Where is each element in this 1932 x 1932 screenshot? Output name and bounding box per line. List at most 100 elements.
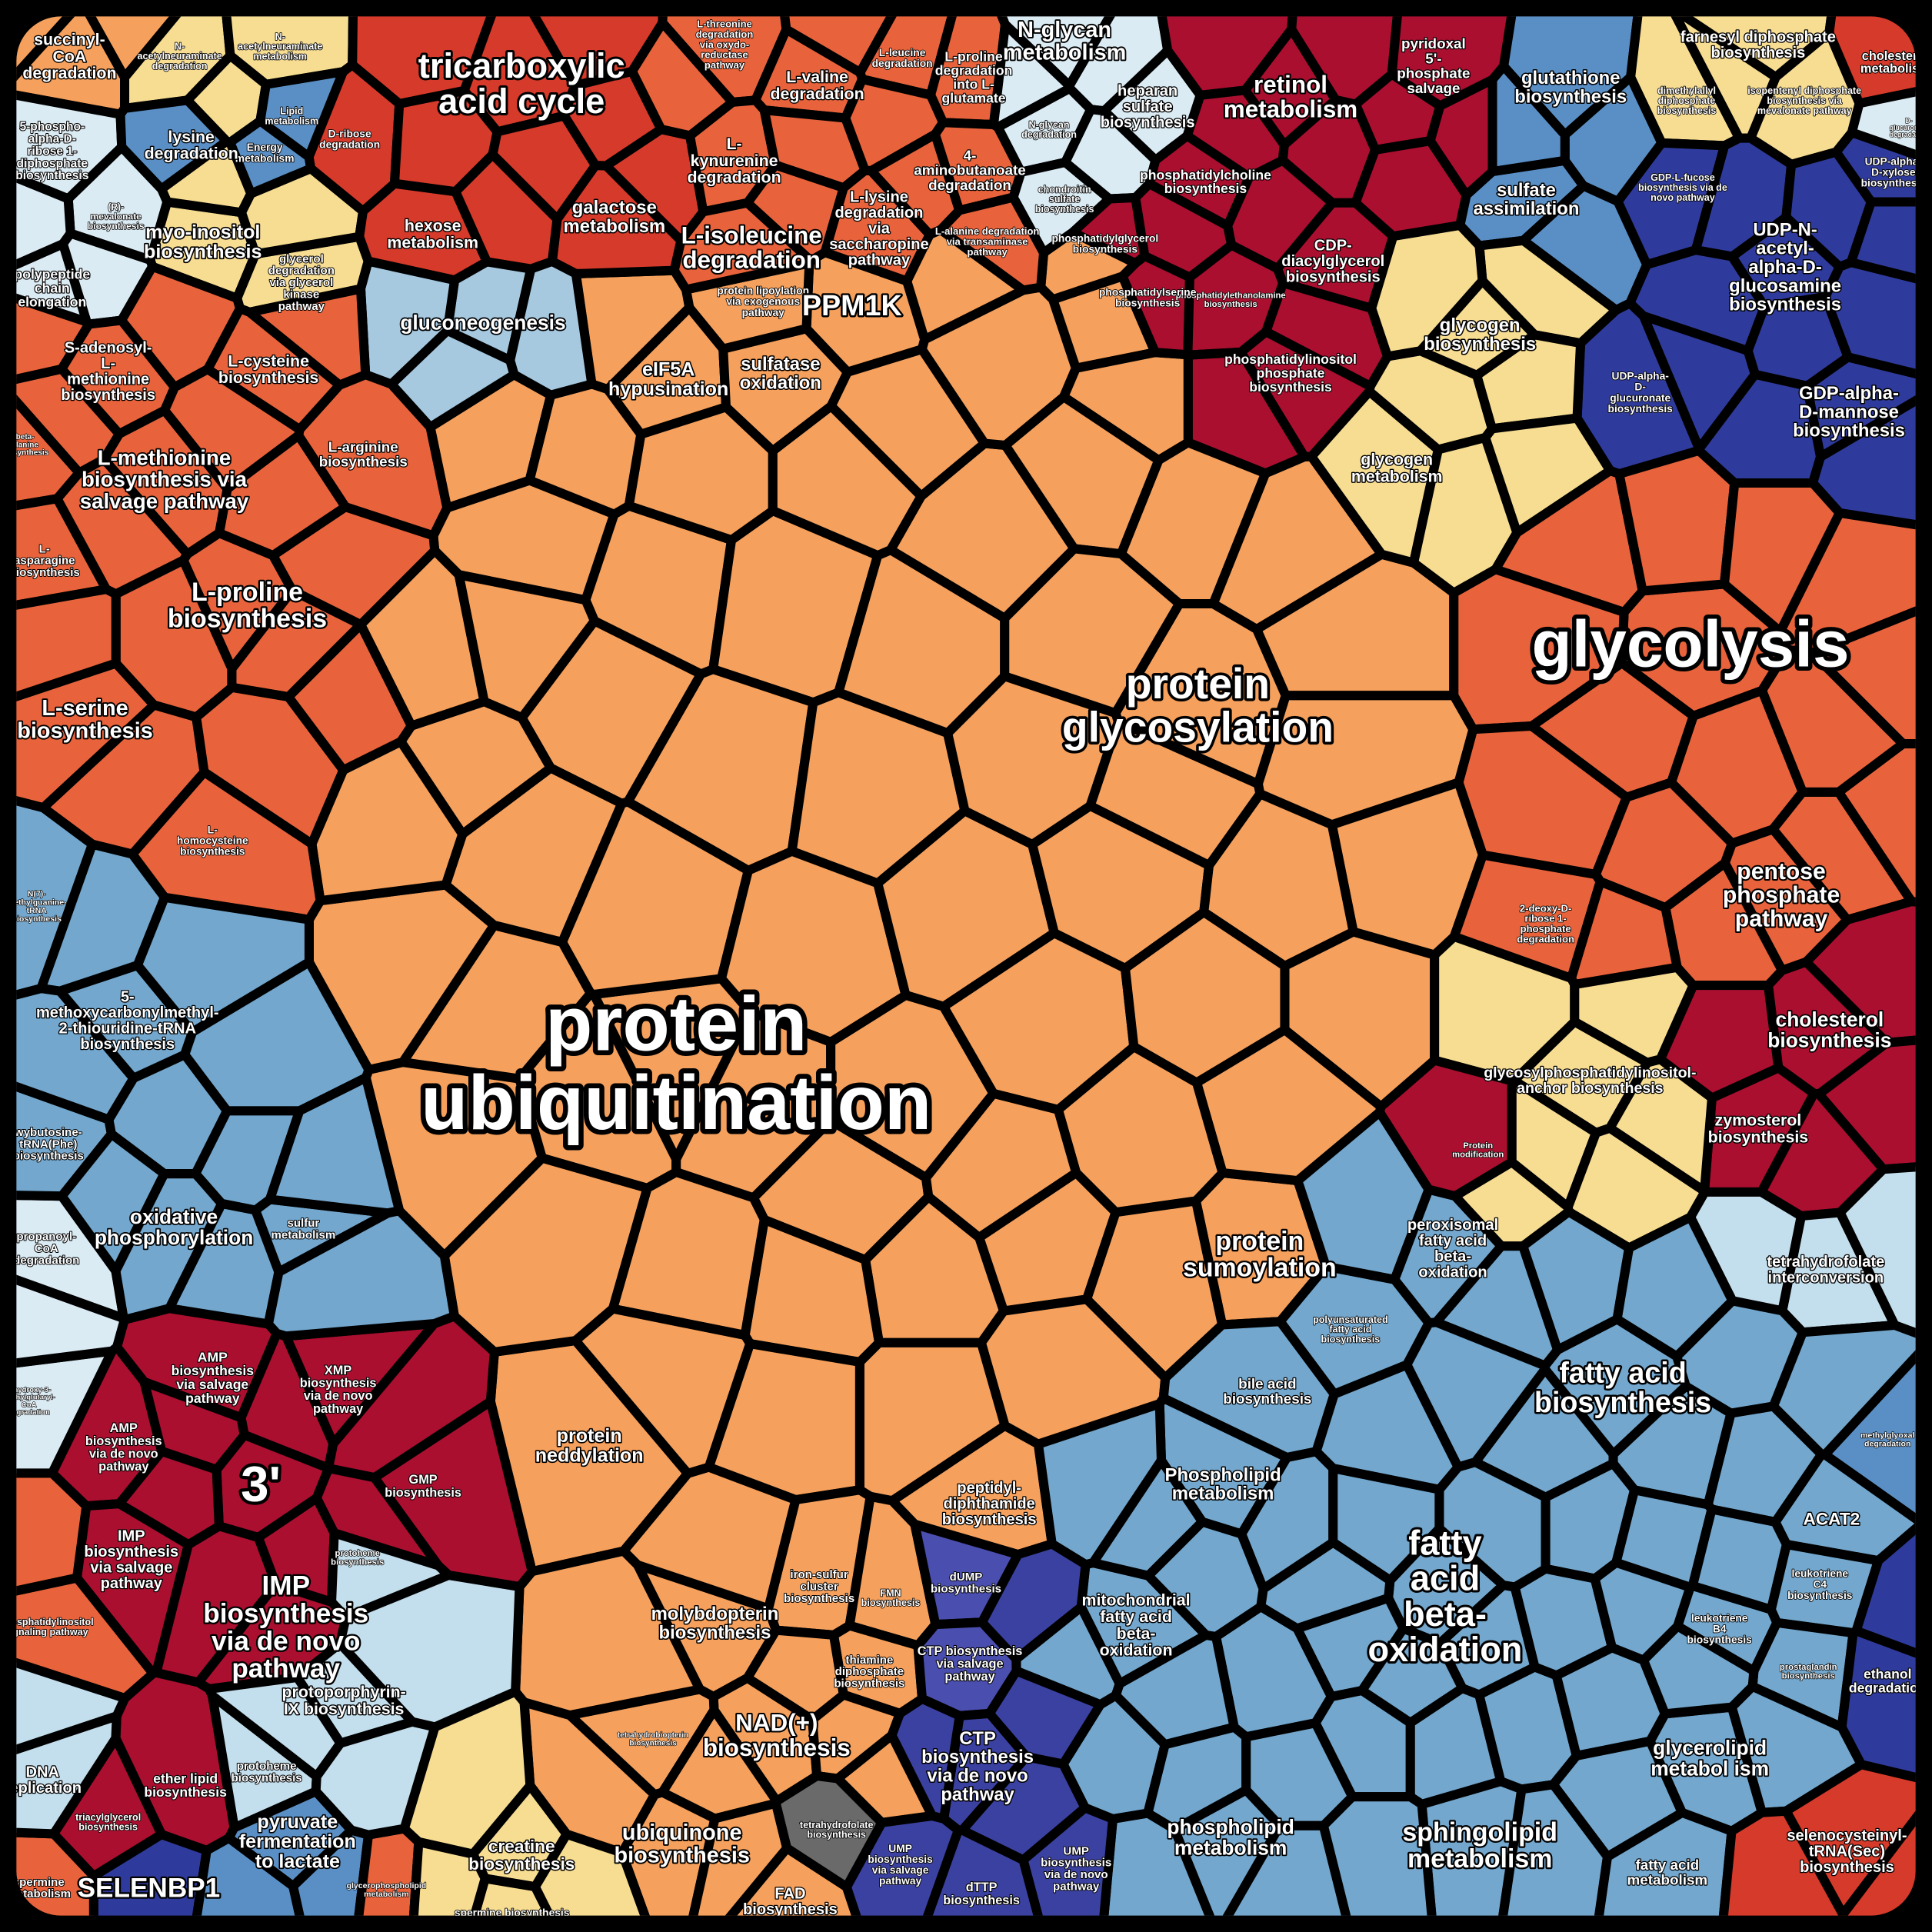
- cell-label: molybdopterinbiosynthesis: [651, 1604, 779, 1643]
- treemap-cell[interactable]: [0, 364, 125, 478]
- treemap-cell[interactable]: [958, 1752, 1090, 1865]
- cell-label: phosphatidylethanolaminebiosynthesis: [1176, 291, 1286, 310]
- treemap-cell[interactable]: [1487, 62, 1570, 177]
- treemap-cell[interactable]: [1831, 1775, 1932, 1932]
- treemap-cell[interactable]: [204, 1672, 345, 1781]
- treemap-cell[interactable]: [1687, 1504, 1791, 1614]
- treemap-cell[interactable]: [841, 1810, 963, 1932]
- cell-label: pentose phosphate pathway: [1723, 859, 1840, 931]
- treemap-cell[interactable]: [115, 1446, 224, 1550]
- treemap-cell[interactable]: [263, 1206, 459, 1341]
- cell-label: 4-aminobutanoatedegradation: [914, 147, 1025, 192]
- treemap-cell[interactable]: [1367, 220, 1487, 361]
- treemap-cell[interactable]: [265, 1073, 405, 1218]
- treemap-cell[interactable]: [225, 116, 316, 198]
- treemap-cell[interactable]: [404, 1837, 490, 1932]
- treemap-cell[interactable]: [771, 1771, 887, 1892]
- treemap-cell[interactable]: [57, 1129, 169, 1276]
- treemap-cell[interactable]: [0, 1634, 130, 1779]
- treemap-cell[interactable]: [887, 1694, 964, 1824]
- treemap-cell[interactable]: [1144, 1517, 1268, 1641]
- treemap-cell[interactable]: [1357, 1624, 1467, 1727]
- treemap-cell[interactable]: [348, 0, 513, 108]
- treemap-cell[interactable]: [1690, 133, 1797, 261]
- treemap-cell[interactable]: [1487, 1780, 1613, 1932]
- treemap-cell[interactable]: [268, 502, 440, 630]
- cell-label: sulfataseoxidation: [740, 354, 821, 393]
- treemap-cell[interactable]: [984, 1666, 1105, 1769]
- treemap-cell[interactable]: [1590, 1557, 1695, 1665]
- treemap-cell[interactable]: [977, 1539, 1091, 1664]
- cell-label: NAD(+) biosynthesis: [703, 1710, 851, 1761]
- treemap-cell[interactable]: [1212, 1820, 1370, 1932]
- treemap-cell[interactable]: [530, 1829, 677, 1932]
- cell-label: 2-deoxy-D-ribose 1-phosphatedegradation: [1517, 902, 1574, 944]
- treemap-cell[interactable]: [0, 1711, 122, 1839]
- treemap-cell[interactable]: [1131, 178, 1237, 282]
- treemap-cell[interactable]: [866, 129, 964, 239]
- treemap-cell[interactable]: [841, 74, 948, 176]
- treemap-cell[interactable]: [1834, 739, 1932, 915]
- treemap-cell[interactable]: [284, 620, 416, 775]
- treemap-cell[interactable]: [1318, 1792, 1444, 1932]
- cell-label: protein neddylation: [535, 1425, 644, 1467]
- treemap-cell[interactable]: [399, 1687, 535, 1859]
- treemap-cell[interactable]: [1328, 1464, 1444, 1585]
- treemap-cell[interactable]: [139, 1377, 249, 1474]
- cell-label: dTTPbiosynthesis: [943, 1880, 1020, 1907]
- cell-label: tricarboxylic acid cycle: [418, 46, 625, 121]
- cell-label: zymosterolbiosynthesis: [1708, 1111, 1808, 1147]
- treemap-cell[interactable]: [742, 1625, 848, 1724]
- cell-label: fatty acidmetabolism: [1627, 1857, 1708, 1887]
- treemap-cell[interactable]: [0, 278, 94, 388]
- treemap-cell[interactable]: [1000, 544, 1184, 718]
- treemap-cell[interactable]: [742, 160, 848, 265]
- treemap-cell[interactable]: [771, 0, 938, 78]
- treemap-cell[interactable]: [1605, 1054, 1717, 1196]
- cell-label: leukotrieneB4biosynthesis: [1687, 1611, 1753, 1645]
- cell-label: ethanoldegradation: [1849, 1667, 1927, 1696]
- treemap-cell[interactable]: [1183, 347, 1310, 478]
- treemap-cell[interactable]: [1851, 1508, 1932, 1685]
- cell-label: N-acetylneuraminatedegradation: [138, 41, 222, 72]
- cell-label: galactosemetabolism: [564, 198, 666, 237]
- treemap-cell[interactable]: [0, 984, 138, 1124]
- cell-label: propanoyl-CoAdegradation: [13, 1231, 79, 1267]
- treemap-cell[interactable]: [921, 1088, 1081, 1242]
- treemap-cell[interactable]: [0, 0, 87, 108]
- treemap-cell[interactable]: [1614, 445, 1740, 596]
- treemap-cell[interactable]: [1801, 897, 1932, 1048]
- treemap-cell[interactable]: [988, 19, 1074, 132]
- cell-label: glyceroldegradationvia glycerolkinasepat…: [268, 252, 335, 312]
- cell-label: gluconeogenesis: [400, 311, 565, 335]
- treemap-cell[interactable]: [245, 284, 371, 390]
- treemap-cell[interactable]: [386, 325, 519, 432]
- cell-label: retinol metabolism: [1224, 72, 1357, 123]
- treemap-cell[interactable]: [1449, 565, 1629, 734]
- cell-label: glycosylphosphatidylinositol-anchor bios…: [1484, 1064, 1696, 1097]
- cell-label: CDP-diacylglycerolbiosynthesis: [1281, 238, 1384, 286]
- treemap-cell[interactable]: [0, 1468, 92, 1612]
- treemap-cell[interactable]: [669, 198, 816, 295]
- treemap-cell[interactable]: [627, 18, 738, 141]
- cell-label: wybutosine-tRNA(Phe)biosynthesis: [13, 1126, 84, 1163]
- treemap-cell[interactable]: [1085, 717, 1265, 871]
- treemap-cell[interactable]: [0, 585, 121, 726]
- cell-label: phosphatidylcholinebiosynthesis: [1140, 167, 1271, 196]
- treemap-cell[interactable]: [1472, 330, 1586, 434]
- cell-label: L-cysteinebiosynthesis: [218, 351, 318, 387]
- treemap-cell[interactable]: [1293, 1108, 1434, 1284]
- cell-label: protein ubiquitination: [421, 981, 931, 1146]
- cell-label: 3-hydroxy-3-methylglutaryl-CoAdegradatio…: [3, 1386, 55, 1417]
- treemap-cell[interactable]: [768, 401, 926, 561]
- treemap-cell[interactable]: [311, 1717, 440, 1840]
- treemap-cell[interactable]: [1256, 1537, 1395, 1634]
- cell-label: Phospholipidmetabolism: [1165, 1464, 1281, 1504]
- treemap-cell[interactable]: [1846, 197, 1932, 302]
- treemap-cell[interactable]: [1092, 1808, 1222, 1932]
